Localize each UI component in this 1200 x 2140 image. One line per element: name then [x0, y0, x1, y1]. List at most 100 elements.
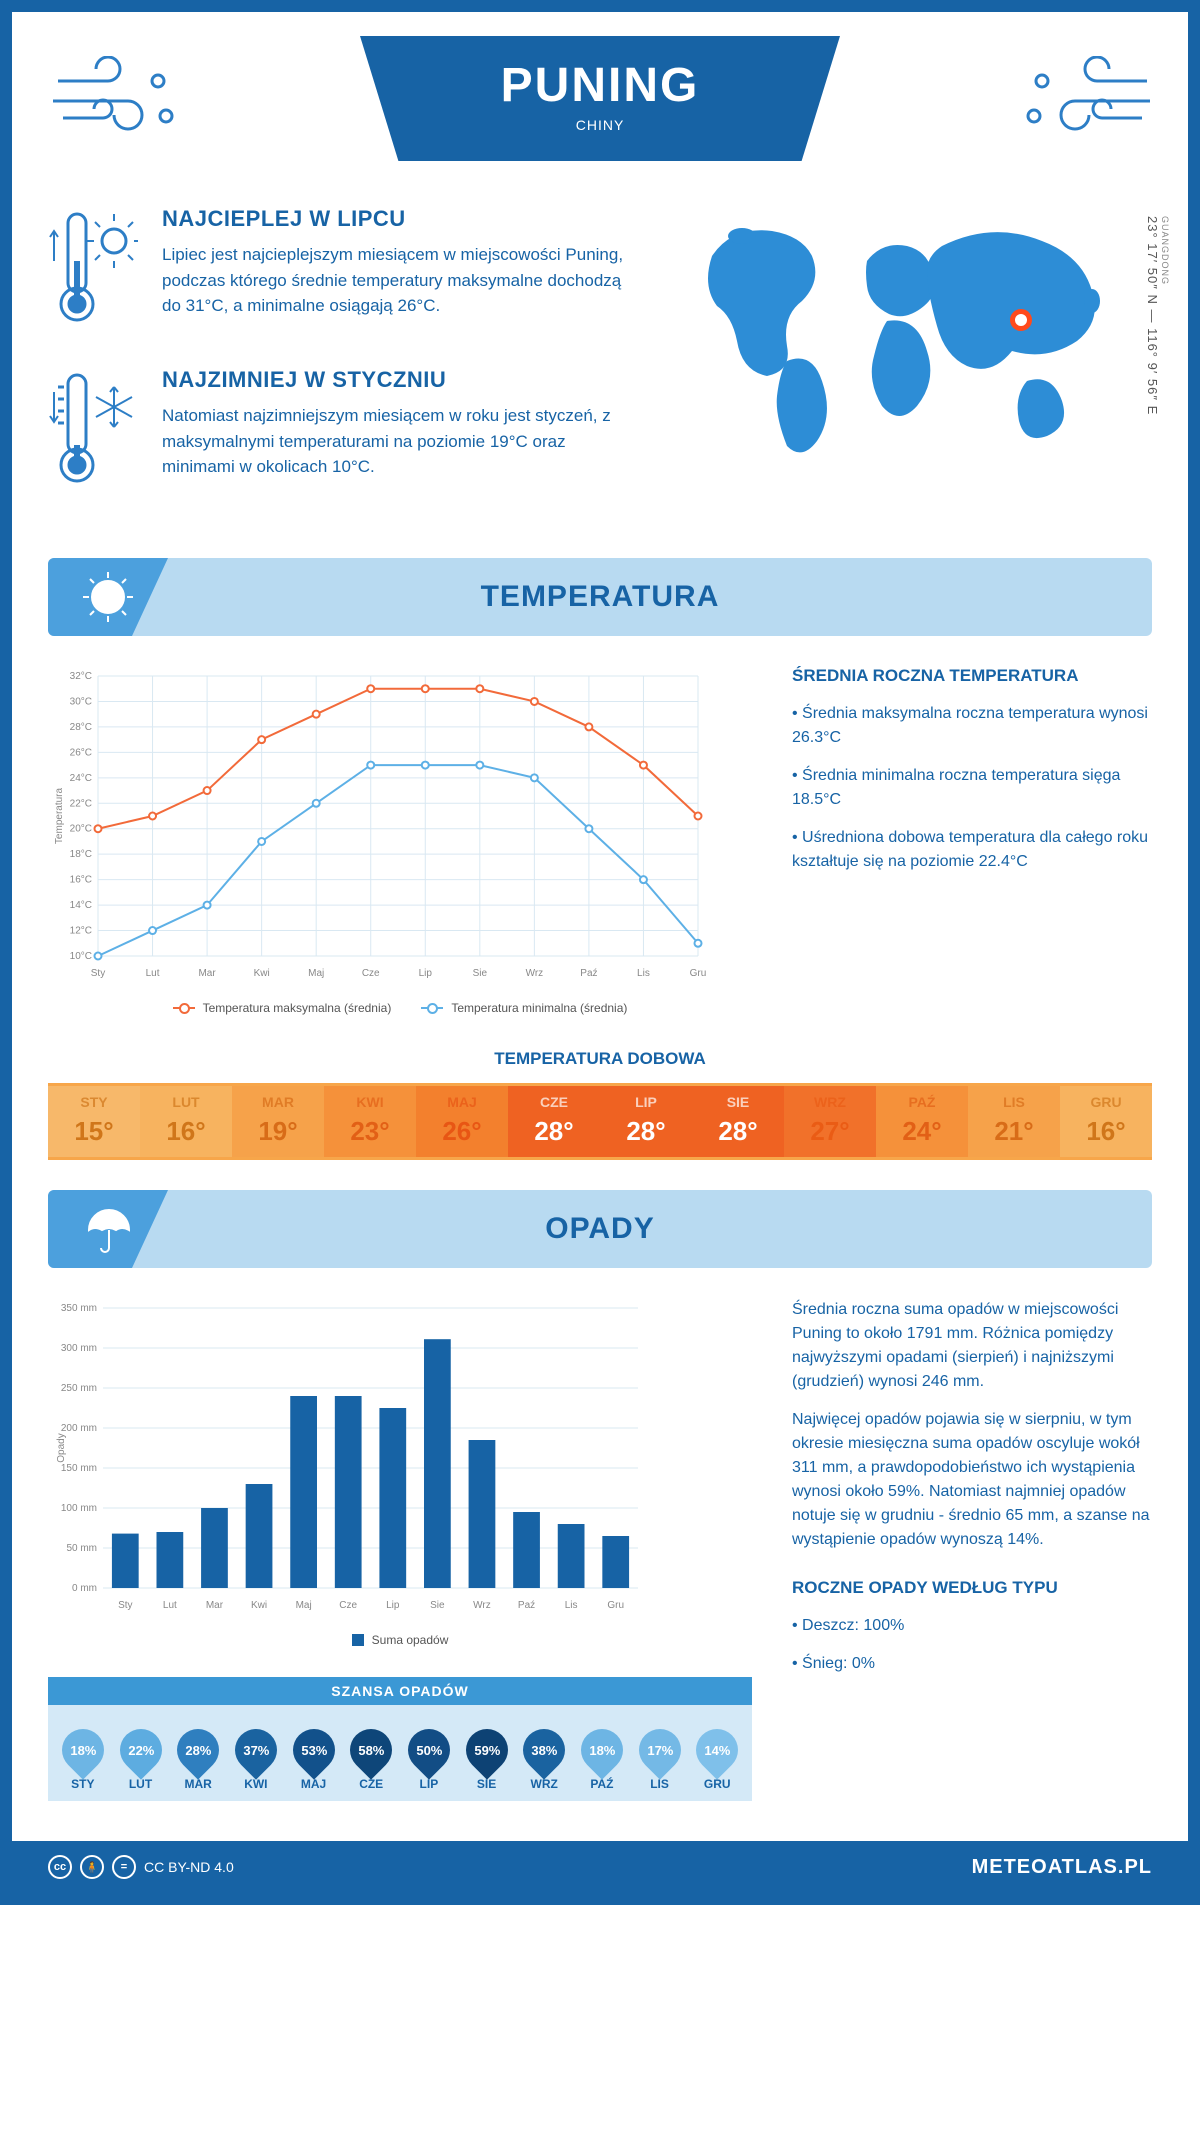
cold-title: NAJZIMNIEJ W STYCZNIU	[162, 367, 642, 393]
dobowa-cell: CZE28°	[508, 1086, 600, 1157]
svg-text:Sty: Sty	[91, 968, 105, 979]
coordinates: GUANGDONG 23° 17′ 50″ N — 116° 9′ 56″ E	[1145, 216, 1170, 415]
svg-text:Lip: Lip	[386, 1600, 400, 1611]
svg-text:26°C: 26°C	[70, 747, 92, 758]
wind-icon	[1022, 56, 1152, 151]
dobowa-title: TEMPERATURA DOBOWA	[48, 1049, 1152, 1069]
svg-text:10°C: 10°C	[70, 951, 92, 962]
footer: cc 🧍 = CC BY-ND 4.0 METEOATLAS.PL	[12, 1841, 1188, 1893]
svg-text:22°C: 22°C	[70, 798, 92, 809]
nd-icon: =	[112, 1855, 136, 1879]
svg-text:Lis: Lis	[637, 968, 650, 979]
svg-text:50 mm: 50 mm	[66, 1543, 97, 1554]
svg-text:200 mm: 200 mm	[61, 1423, 97, 1434]
thermometer-hot-icon	[48, 206, 138, 331]
chance-cell: 50%LIP	[400, 1719, 458, 1791]
svg-text:Wrz: Wrz	[473, 1600, 491, 1611]
dobowa-cell: LUT16°	[140, 1086, 232, 1157]
site-name: METEOATLAS.PL	[972, 1856, 1152, 1879]
svg-text:Wrz: Wrz	[526, 968, 544, 979]
svg-text:Kwi: Kwi	[254, 968, 270, 979]
svg-text:Sie: Sie	[430, 1600, 445, 1611]
temp-legend: Temperatura maksymalna (średnia) Tempera…	[48, 1001, 752, 1015]
svg-text:32°C: 32°C	[70, 671, 92, 682]
svg-text:Paź: Paź	[580, 968, 597, 979]
svg-text:Lis: Lis	[565, 1600, 578, 1611]
svg-text:Gru: Gru	[607, 1600, 624, 1611]
svg-text:Opady: Opady	[56, 1433, 67, 1462]
city-name: PUNING	[360, 58, 840, 113]
dobowa-cell: LIP28°	[600, 1086, 692, 1157]
chance-cell: 14%GRU	[688, 1719, 746, 1791]
intro-section: NAJCIEPLEJ W LIPCU Lipiec jest najcieple…	[48, 206, 1152, 528]
hot-body: Lipiec jest najcieplejszym miesiącem w m…	[162, 242, 642, 319]
cc-icon: cc	[48, 1855, 72, 1879]
temp-side-text: ŚREDNIA ROCZNA TEMPERATURA • Średnia mak…	[792, 666, 1152, 888]
svg-text:250 mm: 250 mm	[61, 1383, 97, 1394]
dobowa-cell: SIE28°	[692, 1086, 784, 1157]
world-map-icon	[682, 206, 1122, 466]
infographic-frame: PUNING CHINY	[0, 0, 1200, 1905]
chance-cell: 58%CZE	[342, 1719, 400, 1791]
chance-cell: 28%MAR	[169, 1719, 227, 1791]
svg-text:30°C: 30°C	[70, 696, 92, 707]
world-map-block: GUANGDONG 23° 17′ 50″ N — 116° 9′ 56″ E	[682, 206, 1152, 528]
coldest-block: NAJZIMNIEJ W STYCZNIU Natomiast najzimni…	[48, 367, 642, 492]
temp-section-header: TEMPERATURA	[48, 558, 1152, 636]
chance-cell: 53%MAJ	[285, 1719, 343, 1791]
dobowa-cell: STY15°	[48, 1086, 140, 1157]
dobowa-cell: PAŹ24°	[876, 1086, 968, 1157]
sun-icon	[48, 558, 168, 636]
svg-text:24°C: 24°C	[70, 773, 92, 784]
chance-cell: 59%SIE	[458, 1719, 516, 1791]
svg-text:Maj: Maj	[296, 1600, 312, 1611]
dobowa-cell: WRZ27°	[784, 1086, 876, 1157]
license-text: CC BY-ND 4.0	[144, 1859, 234, 1875]
hot-title: NAJCIEPLEJ W LIPCU	[162, 206, 642, 232]
wind-icon	[48, 56, 178, 151]
rain-section-header: OPADY	[48, 1190, 1152, 1268]
svg-text:Temperatura: Temperatura	[54, 787, 65, 844]
svg-text:16°C: 16°C	[70, 875, 92, 886]
chance-cell: 18%STY	[54, 1719, 112, 1791]
svg-text:Sie: Sie	[473, 968, 488, 979]
chance-cell: 22%LUT	[112, 1719, 170, 1791]
svg-text:Lut: Lut	[163, 1600, 177, 1611]
svg-text:Cze: Cze	[362, 968, 380, 979]
precipitation-chart: 0 mm 50 mm 100 mm 150 mm 200 mm 250 mm 300 mm 3…	[48, 1298, 752, 1801]
dobowa-cell: KWI23°	[324, 1086, 416, 1157]
thermometer-cold-icon	[48, 367, 138, 492]
chance-cell: 38%WRZ	[515, 1719, 573, 1791]
svg-text:150 mm: 150 mm	[61, 1463, 97, 1474]
svg-text:0 mm: 0 mm	[72, 1583, 97, 1594]
svg-text:Paź: Paź	[518, 1600, 535, 1611]
svg-text:18°C: 18°C	[70, 849, 92, 860]
svg-text:28°C: 28°C	[70, 722, 92, 733]
svg-text:Maj: Maj	[308, 968, 324, 979]
svg-text:Lip: Lip	[419, 968, 433, 979]
chance-cell: 17%LIS	[631, 1719, 689, 1791]
hottest-block: NAJCIEPLEJ W LIPCU Lipiec jest najcieple…	[48, 206, 642, 331]
chance-cell: 18%PAŹ	[573, 1719, 631, 1791]
country-name: CHINY	[360, 117, 840, 133]
svg-text:Gru: Gru	[690, 968, 707, 979]
svg-text:100 mm: 100 mm	[61, 1503, 97, 1514]
daily-temp-bar: STY15°LUT16°MAR19°KWI23°MAJ26°CZE28°LIP2…	[48, 1083, 1152, 1160]
svg-text:300 mm: 300 mm	[61, 1343, 97, 1354]
temperature-chart: 10°C12°C14°C16°C18°C20°C22°C24°C26°C28°C…	[48, 666, 752, 1015]
svg-text:Mar: Mar	[198, 968, 216, 979]
by-icon: 🧍	[80, 1855, 104, 1879]
svg-text:350 mm: 350 mm	[61, 1303, 97, 1314]
dobowa-cell: MAJ26°	[416, 1086, 508, 1157]
svg-text:Kwi: Kwi	[251, 1600, 267, 1611]
rain-side-text: Średnia roczna suma opadów w miejscowośc…	[792, 1298, 1152, 1690]
svg-text:14°C: 14°C	[70, 900, 92, 911]
title-banner: PUNING CHINY	[360, 36, 840, 161]
dobowa-cell: LIS21°	[968, 1086, 1060, 1157]
svg-text:12°C: 12°C	[70, 926, 92, 937]
svg-text:Mar: Mar	[206, 1600, 224, 1611]
svg-text:Lut: Lut	[146, 968, 160, 979]
svg-text:Sty: Sty	[118, 1600, 132, 1611]
cold-body: Natomiast najzimniejszym miesiącem w rok…	[162, 403, 642, 480]
svg-text:Cze: Cze	[339, 1600, 357, 1611]
